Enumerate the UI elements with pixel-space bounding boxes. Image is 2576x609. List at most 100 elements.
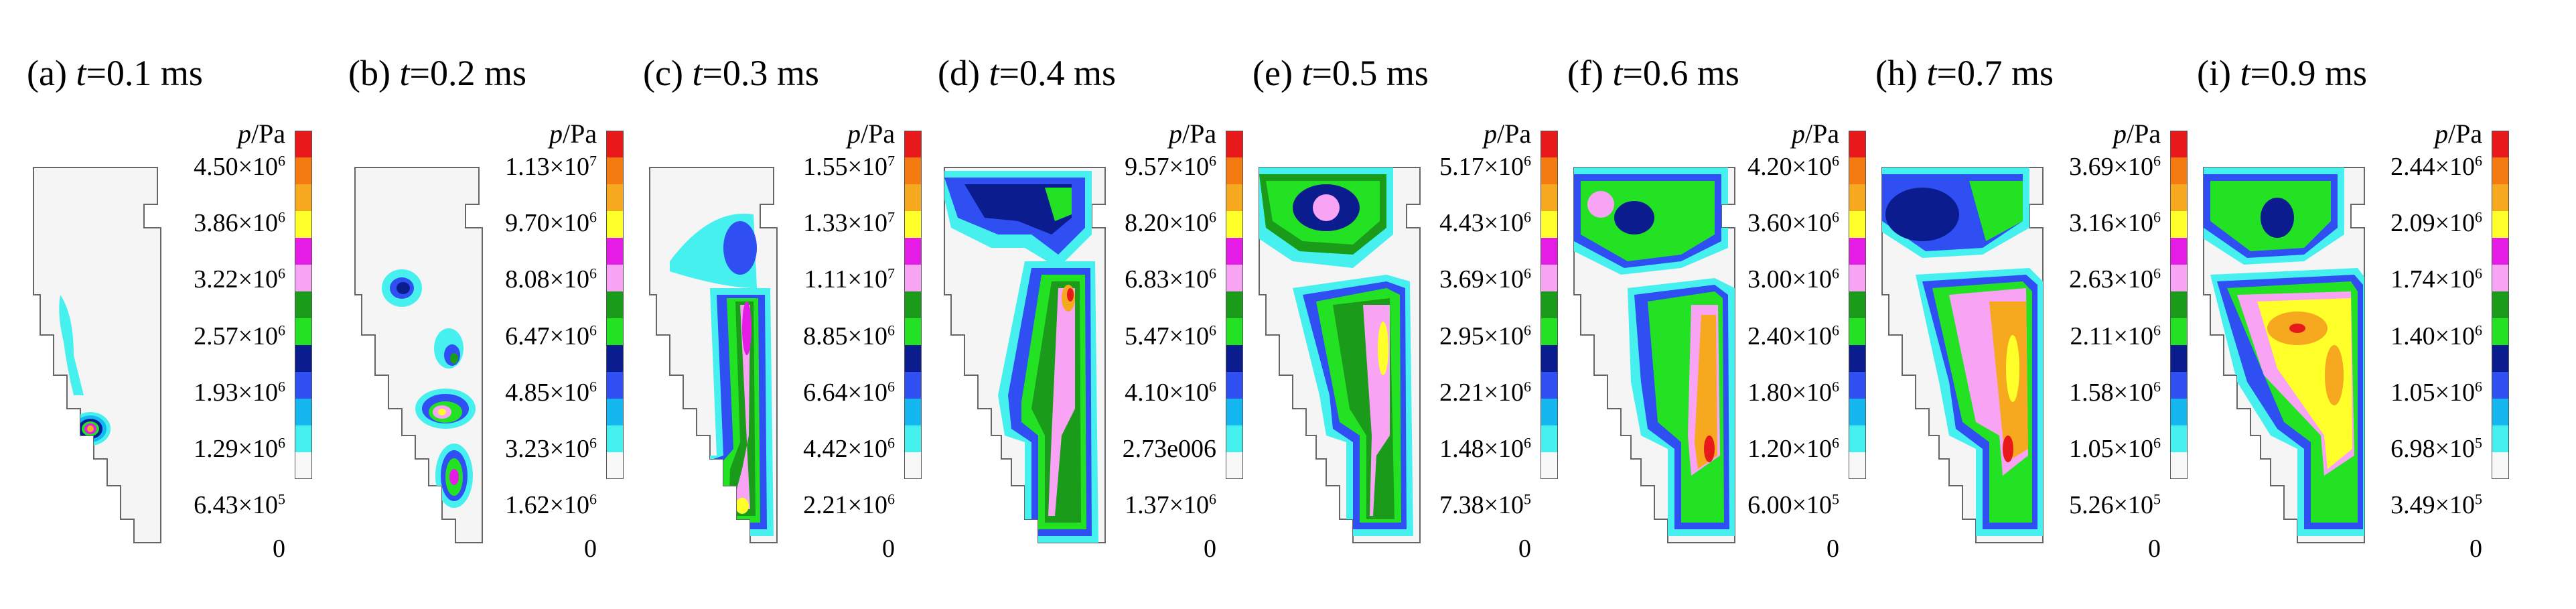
color-scale-swatch — [904, 265, 922, 291]
color-scale-bar — [2492, 131, 2509, 479]
legend-tick-label: 2.95×106 — [1439, 322, 1531, 350]
color-scale-swatch — [606, 318, 624, 345]
legend-tick-label: 1.33×107 — [803, 208, 895, 237]
time-variable: t — [76, 53, 86, 93]
color-scale-swatch — [904, 157, 922, 184]
color-scale-swatch — [1541, 345, 1558, 372]
legend-tick-label: 3.16×106 — [2069, 208, 2161, 237]
color-scale-swatch — [1226, 291, 1243, 318]
color-scale-swatch — [606, 211, 624, 238]
color-scale-swatch — [606, 184, 624, 211]
legend-tick-label: 4.85×106 — [505, 378, 597, 407]
panel-label: (b) — [348, 53, 400, 93]
color-scale-swatch — [2170, 265, 2188, 291]
color-scale-swatch — [904, 425, 922, 452]
color-scale-swatch — [1849, 184, 1866, 211]
legend-tick-label: 9.57×106 — [1125, 152, 1216, 181]
legend-tick-label: 6.98×105 — [2390, 434, 2482, 463]
legend-tick-label: 1.37×106 — [1125, 490, 1216, 519]
color-scale-swatch — [295, 372, 312, 399]
color-scale-swatch — [2492, 399, 2509, 425]
pressure-contour-plot — [33, 167, 161, 543]
color-scale-swatch — [606, 265, 624, 291]
color-scale-swatch — [1226, 238, 1243, 265]
color-scale-swatch — [1849, 372, 1866, 399]
color-scale-swatch — [2170, 131, 2188, 157]
legend-unit-label: p/Pa — [549, 119, 597, 149]
pressure-contour-plot — [354, 167, 483, 543]
pressure-contour-plot — [1573, 167, 1735, 543]
legend-tick-label: 2.11×106 — [2070, 322, 2161, 350]
color-scale-bar — [1541, 131, 1558, 479]
color-scale-swatch — [1541, 184, 1558, 211]
legend-unit-label: p/Pa — [2113, 119, 2161, 149]
legend-tick-label: 6.83×106 — [1125, 265, 1216, 293]
legend-tick-label: 3.22×106 — [194, 265, 285, 293]
legend-tick-label: 3.86×106 — [194, 208, 285, 237]
panel-title: (e) t=0.5 ms — [1253, 52, 1429, 94]
color-scale-swatch — [295, 425, 312, 452]
color-scale-swatch — [606, 452, 624, 479]
color-scale-swatch — [295, 452, 312, 479]
panel-label: (e) — [1253, 53, 1302, 93]
legend-tick-label: 3.49×105 — [2390, 490, 2482, 519]
color-scale-swatch — [2492, 238, 2509, 265]
legend-tick-label: 3.23×106 — [505, 434, 597, 463]
color-scale-swatch — [2170, 425, 2188, 452]
legend-tick-label: 6.47×106 — [505, 322, 597, 350]
color-scale-swatch — [904, 318, 922, 345]
legend-tick-label: 3.69×106 — [1439, 265, 1531, 293]
color-scale-swatch — [1541, 452, 1558, 479]
color-scale-swatch — [2492, 372, 2509, 399]
legend-tick-label: 8.85×106 — [803, 322, 895, 350]
color-scale-swatch — [295, 211, 312, 238]
panel-label: (i) — [2197, 53, 2240, 93]
time-variable: t — [2240, 53, 2250, 93]
pressure-contour-plot — [2203, 167, 2365, 543]
color-scale-swatch — [2170, 345, 2188, 372]
time-variable: t — [1612, 53, 1623, 93]
color-scale-swatch — [2492, 131, 2509, 157]
color-scale-swatch — [1849, 265, 1866, 291]
time-value: =0.1 ms — [86, 53, 203, 93]
color-scale-swatch — [2170, 291, 2188, 318]
color-scale-swatch — [1849, 211, 1866, 238]
legend-unit-label: p/Pa — [847, 119, 896, 149]
color-scale-swatch — [1226, 372, 1243, 399]
panel-title: (i) t=0.9 ms — [2197, 52, 2367, 94]
legend-tick-label: 8.20×106 — [1125, 208, 1216, 237]
legend-tick-label: 0 — [2148, 535, 2161, 563]
color-scale-swatch — [2492, 452, 2509, 479]
legend-tick-label: 1.62×106 — [505, 490, 597, 519]
color-scale-swatch — [2170, 157, 2188, 184]
legend-tick-label: 6.43×105 — [194, 490, 285, 519]
color-scale-swatch — [1226, 265, 1243, 291]
legend-tick-label: 8.08×106 — [505, 265, 597, 293]
pressure-contour-plot — [1881, 167, 2044, 543]
color-scale-swatch — [1541, 291, 1558, 318]
time-value: =0.4 ms — [999, 53, 1116, 93]
legend-tick-label: 3.60×106 — [1747, 208, 1839, 237]
color-scale-swatch — [295, 157, 312, 184]
legend-tick-label: 2.21×106 — [803, 490, 895, 519]
color-scale-swatch — [1541, 399, 1558, 425]
legend-tick-label: 2.73e006 — [1122, 435, 1216, 463]
color-scale-swatch — [1541, 157, 1558, 184]
legend-tick-label: 2.40×106 — [1747, 322, 1839, 350]
legend-tick-label: 0 — [1518, 535, 1531, 563]
panel-title: (a) t=0.1 ms — [27, 52, 203, 94]
panel-label: (a) — [27, 53, 76, 93]
color-scale-swatch — [606, 399, 624, 425]
color-scale-swatch — [1849, 131, 1866, 157]
legend-tick-label: 5.47×106 — [1125, 322, 1216, 350]
color-scale-swatch — [1541, 211, 1558, 238]
color-scale-swatch — [606, 157, 624, 184]
color-scale-swatch — [1226, 211, 1243, 238]
color-scale-swatch — [295, 265, 312, 291]
color-scale-swatch — [1849, 399, 1866, 425]
color-scale-swatch — [295, 399, 312, 425]
color-scale-swatch — [1541, 318, 1558, 345]
color-scale-swatch — [606, 291, 624, 318]
color-scale-swatch — [2170, 372, 2188, 399]
color-scale-swatch — [2170, 318, 2188, 345]
